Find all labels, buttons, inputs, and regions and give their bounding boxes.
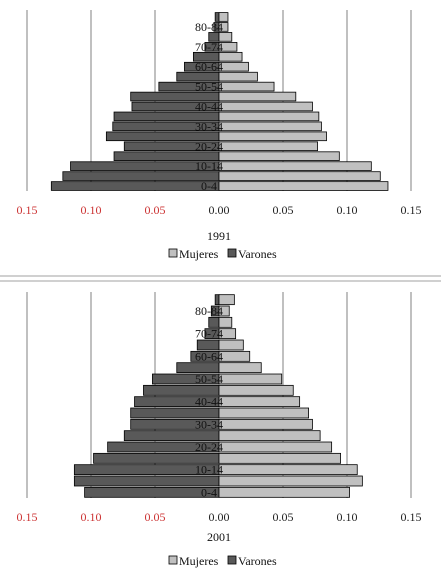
year-label-1: 2001 [207, 530, 231, 544]
age-label-0-8: 80-84 [195, 20, 223, 34]
x-tick-1-2: 0.05 [145, 510, 166, 524]
legend-swatch-mujeres-0 [168, 248, 178, 258]
x-tick-0-5: 0.10 [337, 203, 358, 217]
x-tick-1-1: 0.10 [81, 510, 102, 524]
x-tick-0-4: 0.05 [273, 203, 294, 217]
x-tick-1-0: 0.15 [17, 510, 38, 524]
x-tick-0-6: 0.15 [401, 203, 422, 217]
bar-mujeres-0-15 [218, 32, 233, 42]
bar-varones-1-1 [73, 475, 220, 487]
bar-mujeres-1-0 [218, 486, 350, 498]
x-tick-0-3: 0.00 [209, 203, 230, 217]
bar-mujeres-1-14 [218, 328, 237, 340]
bar-mujeres-1-4 [218, 441, 333, 453]
age-label-0-6: 60-64 [195, 60, 223, 74]
bar-mujeres-1-5 [218, 430, 321, 442]
age-label-0-7: 70-74 [195, 40, 223, 54]
legend-swatch-varones-0 [227, 248, 237, 258]
bar-mujeres-0-9 [218, 91, 297, 102]
age-label-1-1: 10-14 [195, 463, 223, 477]
bar-mujeres-0-1 [218, 171, 381, 181]
bar-mujeres-0-17 [218, 12, 229, 22]
bar-mujeres-0-2 [218, 161, 372, 171]
bar-mujeres-0-13 [218, 51, 243, 62]
bar-mujeres-1-9 [218, 384, 294, 396]
bar-varones-0-0 [50, 181, 220, 191]
age-label-1-4: 40-44 [195, 395, 223, 409]
x-tick-0-0: 0.15 [17, 203, 38, 217]
bar-mujeres-0-8 [218, 101, 313, 112]
legend-label-varones-1: Varones [238, 554, 277, 568]
bar-varones-1-0 [84, 486, 220, 498]
bar-mujeres-1-10 [218, 373, 283, 385]
bar-mujeres-1-1 [218, 475, 363, 487]
age-label-0-3: 30-34 [195, 119, 223, 133]
x-tick-1-6: 0.15 [401, 510, 422, 524]
bar-mujeres-0-0 [218, 181, 389, 191]
age-label-1-6: 60-64 [195, 349, 223, 363]
legend-label-mujeres-0: Mujeres [179, 247, 219, 261]
age-label-0-5: 50-54 [195, 80, 223, 94]
x-tick-1-5: 0.10 [337, 510, 358, 524]
bar-mujeres-1-8 [218, 396, 301, 408]
bar-mujeres-1-12 [218, 350, 251, 362]
age-label-1-8: 80-84 [195, 304, 223, 318]
bar-mujeres-1-7 [218, 407, 309, 419]
legend-swatch-varones-1 [227, 555, 237, 565]
bar-mujeres-0-12 [218, 61, 249, 72]
bar-mujeres-1-2 [218, 464, 358, 476]
bar-mujeres-1-17 [218, 294, 235, 306]
age-label-0-0: 0-4 [201, 179, 217, 193]
legend-swatch-mujeres-1 [168, 555, 178, 565]
legend-label-varones-0: Varones [238, 247, 277, 261]
bar-mujeres-1-16 [218, 305, 230, 317]
x-tick-1-4: 0.05 [273, 510, 294, 524]
legend-label-mujeres-1: Mujeres [179, 554, 219, 568]
bar-mujeres-0-10 [218, 81, 275, 92]
bar-mujeres-0-14 [218, 42, 238, 52]
bar-mujeres-1-6 [218, 418, 313, 430]
age-label-1-0: 0-4 [201, 485, 217, 499]
bar-mujeres-1-13 [218, 339, 244, 351]
bar-mujeres-0-7 [218, 111, 320, 122]
age-label-0-1: 10-14 [195, 159, 223, 173]
bar-mujeres-0-16 [218, 22, 229, 32]
age-label-1-3: 30-34 [195, 417, 223, 431]
age-label-0-4: 40-44 [195, 99, 223, 113]
age-label-1-5: 50-54 [195, 372, 223, 386]
age-label-1-7: 70-74 [195, 327, 223, 341]
year-label-0: 1991 [207, 229, 231, 243]
bar-mujeres-0-6 [218, 121, 322, 132]
age-label-0-2: 20-24 [195, 139, 223, 153]
age-label-1-2: 20-24 [195, 440, 223, 454]
bar-mujeres-1-15 [218, 316, 233, 328]
bar-mujeres-0-3 [218, 151, 340, 161]
x-tick-1-3: 0.00 [209, 510, 230, 524]
x-tick-0-2: 0.05 [145, 203, 166, 217]
bar-mujeres-0-11 [218, 71, 258, 82]
bar-mujeres-1-3 [218, 452, 341, 464]
bar-mujeres-0-5 [218, 131, 327, 142]
bar-mujeres-1-11 [218, 362, 262, 374]
x-tick-0-1: 0.10 [81, 203, 102, 217]
bar-mujeres-0-4 [218, 141, 318, 152]
